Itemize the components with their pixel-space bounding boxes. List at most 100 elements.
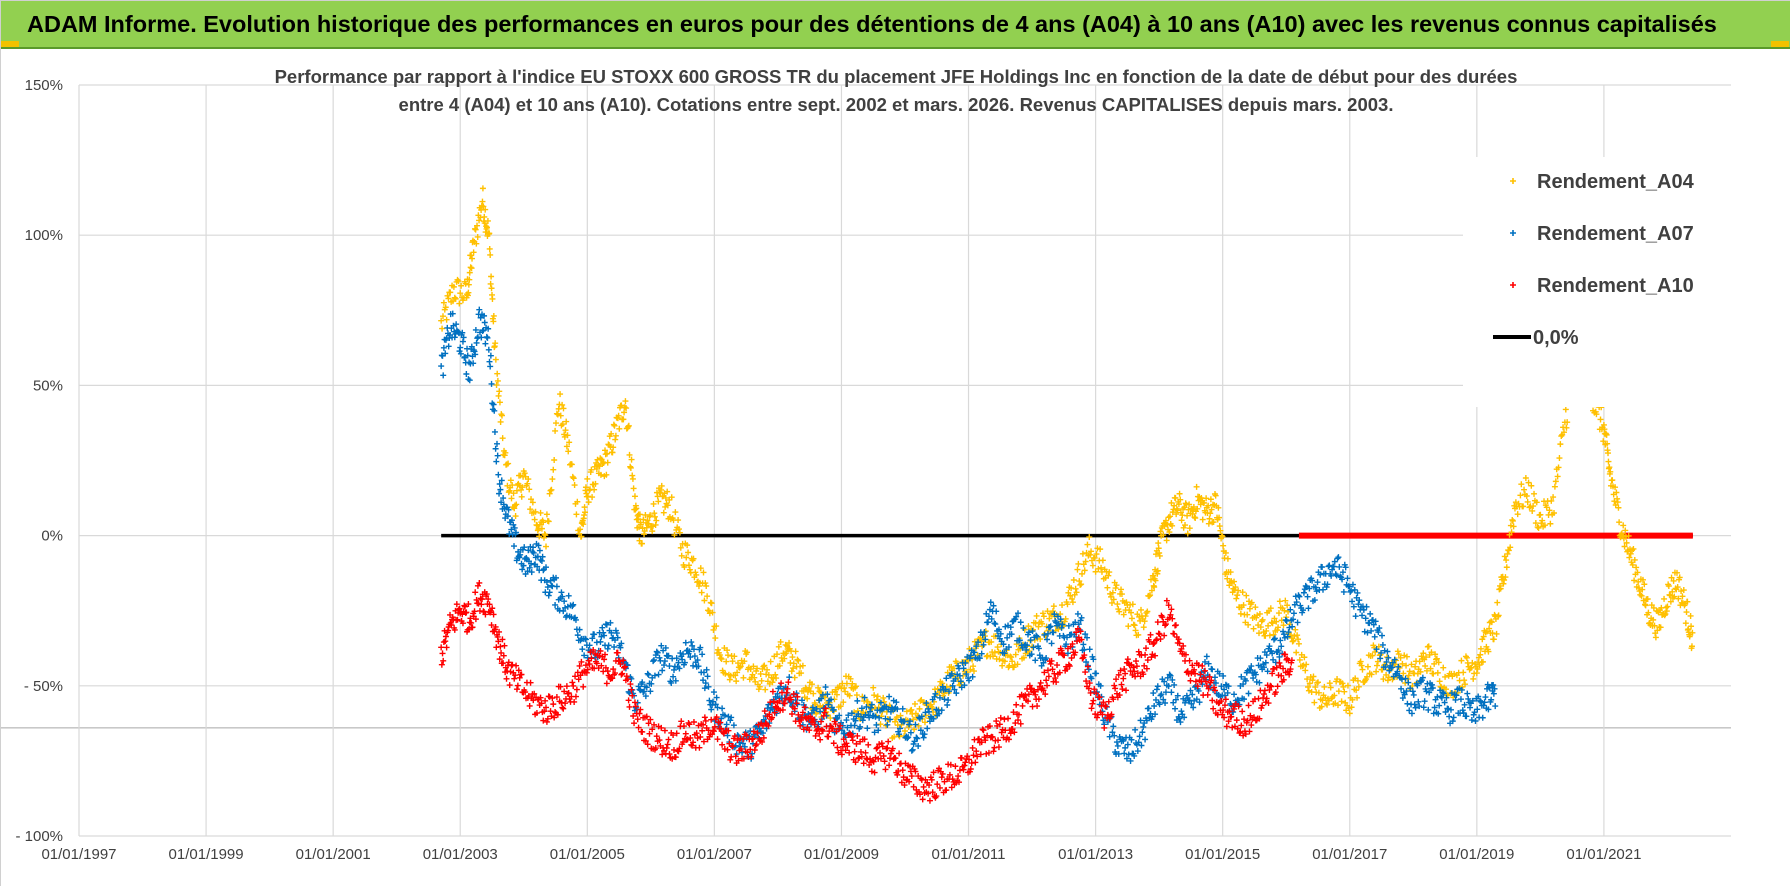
data-point (1622, 533, 1629, 540)
data-point (700, 738, 707, 745)
data-point (900, 774, 907, 781)
data-point (825, 733, 832, 740)
data-point (532, 508, 539, 515)
data-point (576, 662, 583, 669)
data-point (1528, 482, 1535, 489)
data-point (1345, 705, 1352, 712)
x-tick-label: 01/01/2007 (677, 846, 752, 863)
data-point (573, 511, 580, 518)
data-point (889, 745, 896, 752)
data-point (708, 706, 715, 713)
data-point (1224, 689, 1231, 696)
data-point (770, 698, 777, 705)
data-point (1300, 662, 1307, 669)
data-point (902, 728, 908, 735)
data-point (1373, 646, 1380, 653)
data-point (1134, 748, 1141, 755)
data-point (1417, 668, 1424, 675)
data-point (559, 704, 566, 711)
data-point (575, 676, 582, 683)
data-point (1276, 653, 1283, 660)
data-point (550, 466, 557, 473)
data-point (1120, 675, 1127, 682)
data-point (512, 672, 519, 679)
data-point (926, 708, 933, 715)
data-point (1044, 636, 1051, 643)
data-point (1266, 643, 1273, 650)
data-point (1167, 611, 1174, 618)
data-point (1278, 672, 1285, 679)
data-point (949, 682, 956, 689)
data-point (910, 783, 917, 790)
data-point (470, 360, 477, 367)
data-point (676, 745, 683, 752)
data-point (1097, 682, 1104, 689)
data-point (944, 702, 951, 709)
data-point (465, 601, 472, 608)
data-point (1179, 711, 1186, 718)
data-point (849, 680, 856, 687)
data-point (854, 732, 861, 739)
data-point (639, 679, 646, 686)
data-point (709, 609, 716, 616)
data-point (661, 658, 668, 665)
data-point (1039, 610, 1046, 617)
data-point (1440, 690, 1447, 697)
data-point (1031, 688, 1038, 695)
data-point (628, 686, 635, 693)
data-point (864, 698, 871, 705)
data-point (493, 381, 500, 388)
x-tick-label: 01/01/2009 (804, 846, 879, 863)
data-point (998, 729, 1005, 736)
data-point (496, 656, 503, 663)
data-point (1638, 592, 1645, 599)
data-point (535, 542, 542, 549)
data-point (995, 744, 1002, 751)
data-point (1381, 647, 1388, 654)
data-point (760, 663, 767, 670)
data-point (582, 509, 589, 516)
data-point (901, 782, 908, 789)
data-point (936, 765, 943, 772)
data-point (1084, 541, 1091, 548)
data-point (499, 435, 506, 442)
data-point (680, 739, 687, 746)
data-point (527, 506, 534, 513)
data-point (505, 659, 512, 666)
data-point (865, 741, 872, 748)
data-point (1605, 458, 1612, 465)
data-point (609, 449, 616, 456)
data-point (459, 620, 466, 627)
data-point (943, 787, 950, 794)
data-point (672, 754, 679, 761)
data-point (637, 706, 644, 713)
data-point (479, 198, 486, 205)
data-point (1116, 608, 1123, 615)
data-point (1538, 520, 1545, 527)
data-point (1232, 584, 1239, 591)
data-point (487, 280, 494, 287)
data-point (1531, 490, 1538, 497)
data-point (1165, 602, 1172, 609)
data-point (726, 676, 733, 683)
data-point (783, 650, 790, 657)
data-point (1069, 640, 1076, 647)
data-point (880, 752, 887, 759)
data-point (1384, 677, 1391, 684)
data-point (470, 249, 477, 256)
data-point (965, 677, 972, 684)
data-point (695, 583, 702, 590)
data-point (1015, 717, 1022, 724)
data-point (788, 710, 795, 717)
legend-swatch (1510, 282, 1516, 288)
data-point (1201, 667, 1208, 674)
data-point (1192, 514, 1199, 521)
data-point (633, 505, 640, 512)
data-point (586, 642, 593, 649)
data-point (1168, 606, 1175, 613)
data-point (1460, 709, 1467, 716)
data-point (815, 725, 822, 732)
data-point (557, 412, 564, 419)
data-point (876, 741, 883, 748)
data-point (729, 658, 736, 665)
